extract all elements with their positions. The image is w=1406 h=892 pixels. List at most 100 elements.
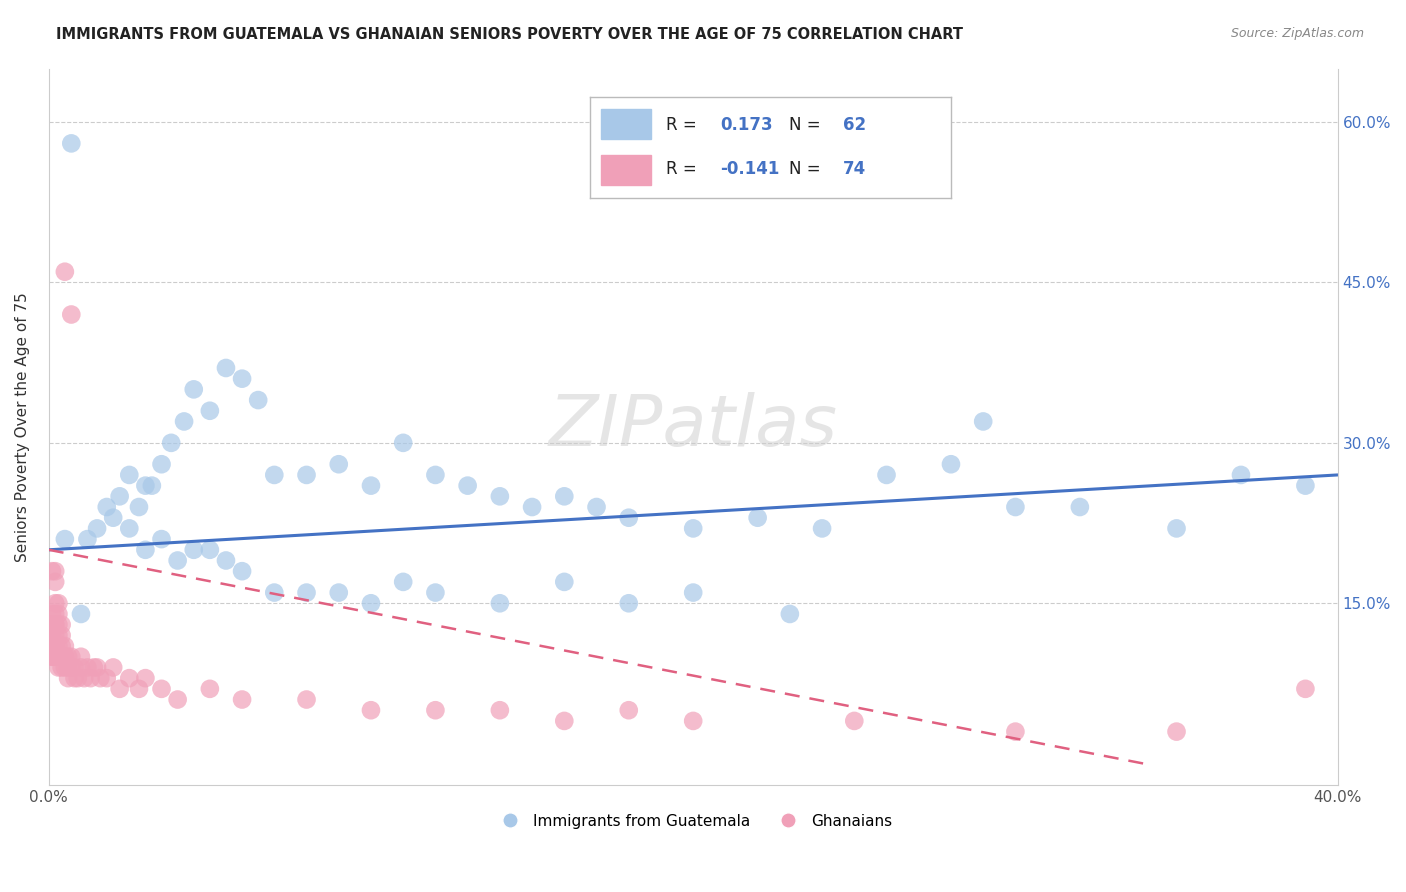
Point (682, 521, 704, 535)
Point (1166, 724, 1188, 739)
Point (553, 574, 575, 589)
Point (141, 478, 163, 492)
Point (53, 660, 76, 674)
Point (53, 639, 76, 653)
Point (198, 681, 221, 696)
Point (44, 649, 66, 664)
Point (682, 714, 704, 728)
Point (231, 692, 253, 706)
Point (63, 671, 86, 685)
Point (360, 596, 382, 610)
Point (76, 532, 98, 546)
Point (553, 714, 575, 728)
Point (70, 660, 93, 674)
Point (86, 521, 108, 535)
Point (96, 671, 118, 685)
Point (76, 660, 98, 674)
Point (51, 660, 73, 674)
Point (198, 542, 221, 557)
Point (60, 308, 83, 322)
Point (939, 457, 962, 471)
Point (1069, 500, 1091, 514)
Point (73, 671, 96, 685)
Point (160, 435, 183, 450)
Point (56, 649, 79, 664)
Point (41, 607, 63, 621)
Point (41, 639, 63, 653)
Point (231, 564, 253, 578)
Point (617, 703, 640, 717)
Point (1004, 500, 1026, 514)
Text: ZIPatlas: ZIPatlas (548, 392, 838, 461)
Text: IMMIGRANTS FROM GUATEMALA VS GHANAIAN SENIORS POVERTY OVER THE AGE OF 75 CORRELA: IMMIGRANTS FROM GUATEMALA VS GHANAIAN SE… (56, 27, 963, 42)
Point (48, 617, 70, 632)
Point (876, 467, 898, 482)
Point (134, 478, 156, 492)
Point (44, 564, 66, 578)
Point (747, 510, 769, 524)
Point (70, 607, 93, 621)
Point (1166, 521, 1188, 535)
Point (41, 649, 63, 664)
Point (128, 681, 150, 696)
Point (520, 500, 543, 514)
Point (56, 660, 79, 674)
Point (328, 585, 350, 599)
Legend: Immigrants from Guatemala, Ghanaians: Immigrants from Guatemala, Ghanaians (488, 807, 898, 835)
Point (489, 489, 512, 503)
Point (247, 393, 270, 408)
Point (166, 692, 188, 706)
Point (150, 681, 173, 696)
Point (44, 639, 66, 653)
Point (166, 553, 188, 567)
Point (263, 467, 285, 482)
Point (41, 628, 63, 642)
Point (44, 574, 66, 589)
Point (231, 372, 253, 386)
Point (48, 596, 70, 610)
Point (51, 628, 73, 642)
Point (86, 660, 108, 674)
Point (173, 414, 195, 428)
Point (60, 136, 83, 151)
Point (425, 585, 447, 599)
Point (41, 564, 63, 578)
Point (56, 671, 79, 685)
Point (89, 671, 111, 685)
Point (295, 467, 318, 482)
Point (360, 703, 382, 717)
Point (83, 660, 105, 674)
Point (215, 553, 238, 567)
Point (972, 414, 994, 428)
Point (1294, 681, 1316, 696)
Point (617, 510, 640, 524)
Point (682, 585, 704, 599)
Point (295, 585, 318, 599)
Point (44, 596, 66, 610)
Point (1004, 724, 1026, 739)
Point (53, 532, 76, 546)
Point (215, 361, 238, 376)
Point (489, 596, 512, 610)
Point (103, 660, 125, 674)
Point (51, 649, 73, 664)
Point (53, 649, 76, 664)
Point (44, 607, 66, 621)
Point (585, 500, 607, 514)
Point (489, 703, 512, 717)
Point (425, 467, 447, 482)
Point (79, 671, 101, 685)
Point (134, 671, 156, 685)
Point (44, 639, 66, 653)
Point (63, 660, 86, 674)
Point (150, 532, 173, 546)
Point (392, 574, 415, 589)
Point (51, 639, 73, 653)
Point (48, 660, 70, 674)
Point (48, 607, 70, 621)
Point (457, 478, 479, 492)
Point (44, 628, 66, 642)
Point (425, 703, 447, 717)
Point (617, 596, 640, 610)
Point (103, 510, 125, 524)
